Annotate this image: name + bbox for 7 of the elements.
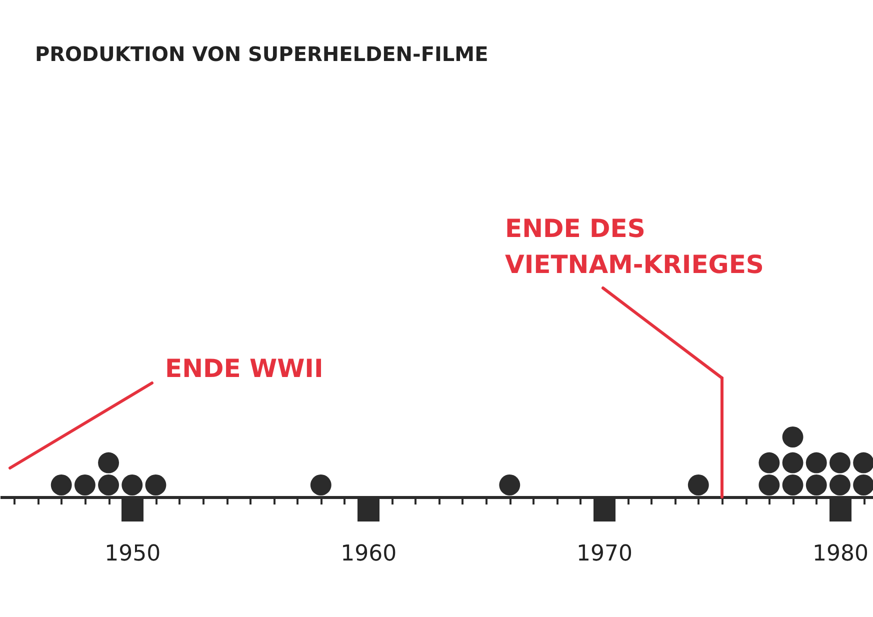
x-tick-label: 1950 bbox=[104, 542, 161, 566]
text: ENDE WWII bbox=[165, 354, 324, 383]
x-tick-label: 1980 bbox=[812, 542, 868, 566]
chart-title: PRODUKTION VON SUPERHELDEN-FILME bbox=[35, 42, 488, 66]
ref-line-label: ENDE DES VIETNAM-KRIEGES bbox=[505, 214, 764, 279]
x-tick-label: 1960 bbox=[340, 542, 397, 566]
x-tick-label: 1970 bbox=[576, 542, 633, 566]
